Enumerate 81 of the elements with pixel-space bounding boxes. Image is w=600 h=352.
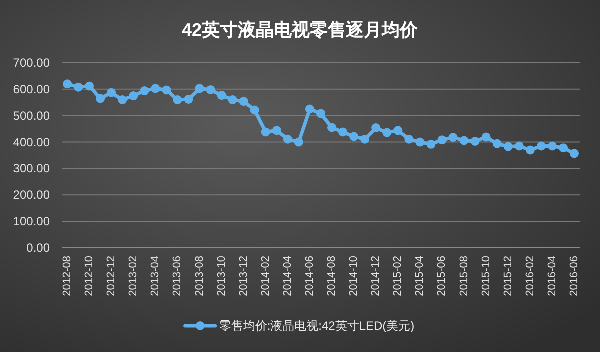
point (228, 96, 238, 104)
point (570, 149, 579, 158)
point (504, 142, 513, 152)
x-tick-label: 2014-12 (370, 256, 382, 296)
x-tick-label: 2015-08 (458, 256, 470, 296)
y-tick-label: 0.00 (26, 241, 50, 255)
point (173, 96, 182, 104)
point (526, 146, 535, 155)
point (206, 85, 216, 94)
point (470, 136, 480, 146)
x-tick-label: 2012-08 (62, 256, 74, 296)
point (372, 124, 381, 133)
x-tick-label: 2014-08 (326, 256, 338, 296)
point (239, 97, 248, 106)
x-tick-label: 2015-12 (502, 256, 514, 296)
point (382, 128, 392, 138)
point (294, 138, 304, 147)
y-tick-label: 600.00 (13, 82, 50, 96)
x-tick-label: 2014-06 (304, 256, 316, 296)
chart-title: 42英寸液晶电视零售逐月均价 (182, 20, 420, 40)
point (184, 94, 194, 104)
point (338, 128, 348, 137)
point (316, 109, 326, 118)
x-tick-label: 2013-04 (150, 256, 162, 296)
point (96, 94, 106, 104)
x-tick-label: 2016-04 (546, 256, 558, 296)
point (305, 104, 314, 114)
point (250, 106, 260, 115)
point (129, 92, 138, 101)
x-tick-label: 2013-08 (194, 256, 206, 296)
point (162, 86, 172, 95)
x-tick-label: 2013-06 (172, 256, 184, 296)
point (492, 139, 502, 148)
x-tick-label: 2012-10 (84, 256, 96, 296)
point (74, 82, 84, 92)
y-tick-label: 500.00 (13, 108, 50, 123)
point (107, 88, 116, 98)
point (360, 134, 370, 144)
x-tick-label: 2015-04 (414, 256, 426, 296)
point (283, 134, 292, 144)
x-tick-label: 2015-02 (392, 256, 404, 296)
point (558, 144, 568, 153)
x-tick-label: 2014-04 (282, 256, 294, 296)
legend-label: 零售均价:液晶电视:42英寸LED(美元) (219, 319, 415, 333)
point (328, 123, 337, 132)
point (85, 82, 94, 91)
point (118, 96, 128, 104)
y-tick-label: 400.00 (13, 135, 50, 150)
point (195, 84, 204, 94)
y-tick-label: 200.00 (13, 188, 50, 202)
point (438, 136, 447, 145)
y-tick-label: 300.00 (13, 162, 50, 176)
x-tick-label: 2016-02 (524, 256, 536, 296)
point (404, 134, 414, 144)
point (426, 140, 436, 149)
point (514, 142, 524, 151)
point (460, 136, 469, 146)
point (63, 80, 72, 89)
x-tick-label: 2013-10 (216, 256, 228, 296)
point (350, 132, 359, 142)
point (261, 128, 270, 137)
point (548, 142, 557, 151)
x-tick-label: 2015-06 (436, 256, 448, 296)
x-tick-label: 2012-12 (106, 256, 118, 296)
point (482, 132, 491, 142)
point (140, 86, 150, 96)
point (272, 126, 282, 136)
point (394, 126, 403, 136)
point (217, 91, 226, 100)
point (448, 133, 458, 142)
x-tick-label: 2016-06 (568, 256, 580, 296)
x-tick-label: 2014-02 (260, 256, 272, 296)
point (536, 142, 546, 151)
x-tick-label: 2015-10 (480, 256, 492, 296)
x-tick-label: 2014-10 (348, 256, 360, 296)
y-tick-label: 700.00 (13, 56, 50, 70)
x-tick-label: 2013-02 (128, 256, 140, 296)
y-tick-label: 100.00 (13, 214, 50, 229)
x-tick-label: 2013-12 (238, 256, 250, 296)
point (151, 84, 160, 94)
point (416, 138, 425, 147)
